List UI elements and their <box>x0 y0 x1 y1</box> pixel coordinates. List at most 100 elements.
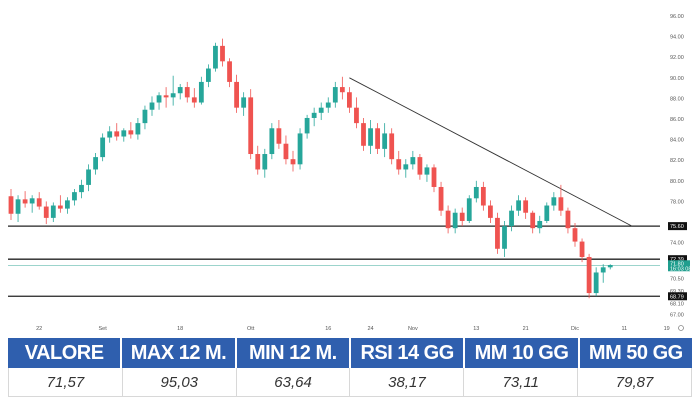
y-tick-label: 84.00 <box>670 138 684 144</box>
level-label: 68.79 <box>670 294 684 300</box>
candle-body-up <box>170 93 176 98</box>
candle-body-up <box>424 167 430 175</box>
candle-body-up <box>100 137 106 158</box>
current-price-tag <box>668 260 690 272</box>
candle-body-down <box>495 217 500 249</box>
candle-body-down <box>558 197 564 211</box>
candle-body-down <box>480 186 486 206</box>
current-price-value: 71.80 <box>670 261 684 267</box>
header-mm-10gg: MM 10 GG <box>465 338 578 368</box>
candle-body-down <box>22 199 28 204</box>
x-tick-label: 22 <box>36 326 42 332</box>
candle-body-up <box>509 210 514 227</box>
candle-body-up <box>551 197 557 206</box>
y-tick-label: 80.00 <box>670 179 684 185</box>
settings-icon <box>678 325 684 331</box>
level-tag <box>668 255 687 264</box>
candle-body-down <box>347 92 352 108</box>
candle-body-down <box>572 228 578 242</box>
candle-body-up <box>262 154 268 170</box>
x-tick-label: Nov <box>408 326 418 332</box>
candle-body-down <box>354 107 359 124</box>
candle-body-up <box>121 130 127 137</box>
header-rsi-14gg: RSI 14 GG <box>350 338 464 368</box>
candle-body-down <box>220 45 225 62</box>
candle-body-up <box>410 157 416 165</box>
stats-table: VALORE MAX 12 M. MIN 12 M. RSI 14 GG MM … <box>8 338 692 397</box>
candle-body-up <box>149 102 155 110</box>
candle-body-up <box>332 87 338 103</box>
value-valore: 71,57 <box>8 368 123 397</box>
candle-body-down <box>523 200 529 213</box>
candle-body-down <box>8 196 14 214</box>
candle-body-up <box>544 205 550 221</box>
candle-body-up <box>382 133 388 149</box>
candle-body-up <box>593 272 599 294</box>
candle-body-up <box>142 109 148 124</box>
candle-body-up <box>135 123 141 135</box>
header-valore: VALORE <box>8 338 121 368</box>
x-tick-label: 13 <box>473 326 479 332</box>
x-tick-label: Set <box>99 326 108 332</box>
candle-body-down <box>438 186 444 211</box>
candle-body-down <box>57 205 63 209</box>
candle-body-up <box>177 87 183 94</box>
candle-body-down <box>459 212 465 221</box>
candle-body-up <box>93 157 98 170</box>
candle-body-up <box>156 95 162 103</box>
candle-body-up <box>607 265 613 268</box>
candle-body-up <box>297 133 303 165</box>
trendline <box>349 77 633 227</box>
candle-body-up <box>368 128 373 146</box>
candle-body-up <box>403 164 409 170</box>
candle-body-down <box>283 143 289 160</box>
candle-body-down <box>43 206 49 218</box>
candle-body-up <box>311 112 317 118</box>
y-tick-label: 86.00 <box>670 117 684 123</box>
candle-body-up <box>304 117 310 134</box>
candle-body-up <box>213 45 218 69</box>
candle-body-down <box>36 198 42 207</box>
x-tick-label: Dic <box>571 326 579 332</box>
value-max-12m: 95,03 <box>122 368 237 397</box>
x-tick-label: 21 <box>523 326 529 332</box>
candle-body-up <box>206 68 211 82</box>
current-price-time: 16:03 08 <box>670 266 691 272</box>
y-tick-label: 78.00 <box>670 199 684 205</box>
price-chart: 96.00 94.00 92.00 90.00 88.00 86.00 84.00 82.00… <box>8 14 691 332</box>
candle-body-down <box>248 97 254 155</box>
y-tick-label: 96.00 <box>670 14 684 20</box>
y-tick-label: 94.00 <box>670 35 684 41</box>
candle-body-down <box>163 95 169 98</box>
y-tick-label: 69.30 <box>670 289 684 295</box>
header-min-12m: MIN 12 M. <box>236 338 349 368</box>
y-tick-label: 92.00 <box>670 55 684 61</box>
candle-body-down <box>184 87 190 98</box>
candle-body-down <box>445 210 451 229</box>
candle-body-up <box>29 198 35 204</box>
candle-body-up <box>79 184 84 193</box>
candle-body-down <box>114 131 120 137</box>
y-tick-label: 74.00 <box>670 241 684 247</box>
candle-body-up <box>72 192 77 201</box>
x-tick-label: 19 <box>664 326 670 332</box>
y-tick-label: 82.00 <box>670 158 684 164</box>
candle-body-up <box>537 220 543 229</box>
value-mm-50gg: 79,87 <box>578 368 692 397</box>
candle-body-up <box>600 267 606 273</box>
candle-body-up <box>318 107 324 113</box>
candle-body-down <box>128 130 134 135</box>
value-rsi-14gg: 38,17 <box>350 368 465 397</box>
candle-body-up <box>86 169 91 185</box>
candle-body-up <box>198 81 204 103</box>
y-tick-label: 68.10 <box>670 301 684 307</box>
level-tag <box>668 222 687 231</box>
value-mm-10gg: 73,11 <box>464 368 579 397</box>
candle-body-up <box>473 186 479 199</box>
candle-body-down <box>234 81 239 108</box>
candle-body-down <box>276 128 282 144</box>
level-label: 72.39 <box>670 257 684 263</box>
x-tick-label: 18 <box>177 326 183 332</box>
candle-body-up <box>50 205 56 218</box>
candle-body-down <box>586 257 592 294</box>
